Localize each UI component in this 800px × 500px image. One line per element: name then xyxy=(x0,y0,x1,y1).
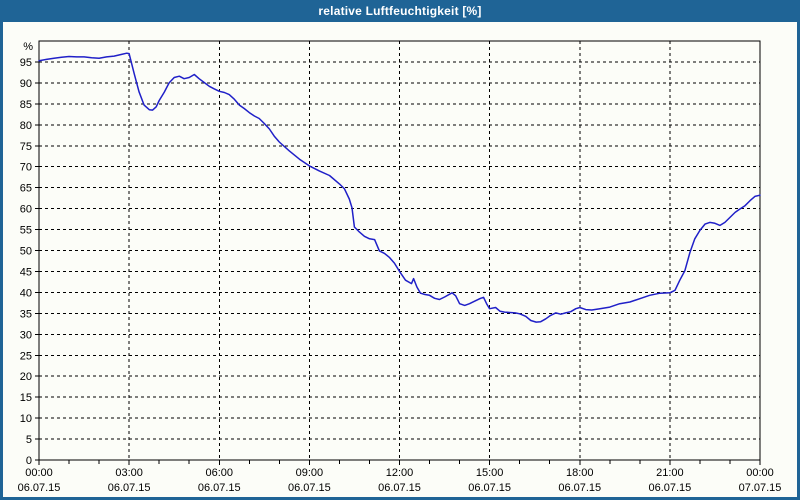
svg-text:0: 0 xyxy=(26,455,32,467)
svg-text:65: 65 xyxy=(20,183,32,195)
svg-text:%: % xyxy=(23,41,33,53)
svg-text:20: 20 xyxy=(20,371,32,383)
svg-text:06:00: 06:00 xyxy=(205,467,233,479)
svg-text:55: 55 xyxy=(20,225,32,237)
svg-text:06.07.15: 06.07.15 xyxy=(558,482,601,494)
svg-text:95: 95 xyxy=(20,57,32,69)
svg-text:45: 45 xyxy=(20,266,32,278)
humidity-line-chart: 0 5 10 15 20 25 30 35 40 45 50 55 60 65 70 75 80 85 90 95% 0… xyxy=(18,40,782,494)
svg-text:06.07.15: 06.07.15 xyxy=(288,482,331,494)
window-title: relative Luftfeuchtigkeit [%] xyxy=(318,4,482,18)
svg-text:21:00: 21:00 xyxy=(656,467,684,479)
svg-text:06.07.15: 06.07.15 xyxy=(108,482,151,494)
chart-panel: 0 5 10 15 20 25 30 35 40 45 50 55 60 65 70 75 80 85 90 95% 0… xyxy=(3,22,797,497)
svg-text:70: 70 xyxy=(20,162,32,174)
svg-text:00:00: 00:00 xyxy=(25,467,53,479)
svg-text:06.07.15: 06.07.15 xyxy=(648,482,691,494)
svg-text:75: 75 xyxy=(20,141,32,153)
svg-text:06.07.15: 06.07.15 xyxy=(198,482,241,494)
svg-text:5: 5 xyxy=(26,434,32,446)
svg-text:10: 10 xyxy=(20,413,32,425)
svg-text:50: 50 xyxy=(20,246,32,258)
svg-text:60: 60 xyxy=(20,204,32,216)
svg-text:03:00: 03:00 xyxy=(115,467,143,479)
svg-text:06.07.15: 06.07.15 xyxy=(468,482,511,494)
svg-text:35: 35 xyxy=(20,308,32,320)
svg-text:80: 80 xyxy=(20,120,32,132)
svg-text:07.07.15: 07.07.15 xyxy=(739,482,782,494)
svg-text:30: 30 xyxy=(20,329,32,341)
svg-text:90: 90 xyxy=(20,78,32,90)
svg-text:00:00: 00:00 xyxy=(746,467,774,479)
svg-text:85: 85 xyxy=(20,99,32,111)
svg-text:06.07.15: 06.07.15 xyxy=(18,482,61,494)
svg-text:18:00: 18:00 xyxy=(566,467,594,479)
svg-text:15:00: 15:00 xyxy=(476,467,504,479)
svg-text:40: 40 xyxy=(20,287,32,299)
svg-text:15: 15 xyxy=(20,392,32,404)
svg-text:06.07.15: 06.07.15 xyxy=(378,482,421,494)
window-titlebar: relative Luftfeuchtigkeit [%] xyxy=(0,0,800,22)
svg-text:09:00: 09:00 xyxy=(296,467,324,479)
svg-text:25: 25 xyxy=(20,350,32,362)
svg-text:12:00: 12:00 xyxy=(386,467,414,479)
